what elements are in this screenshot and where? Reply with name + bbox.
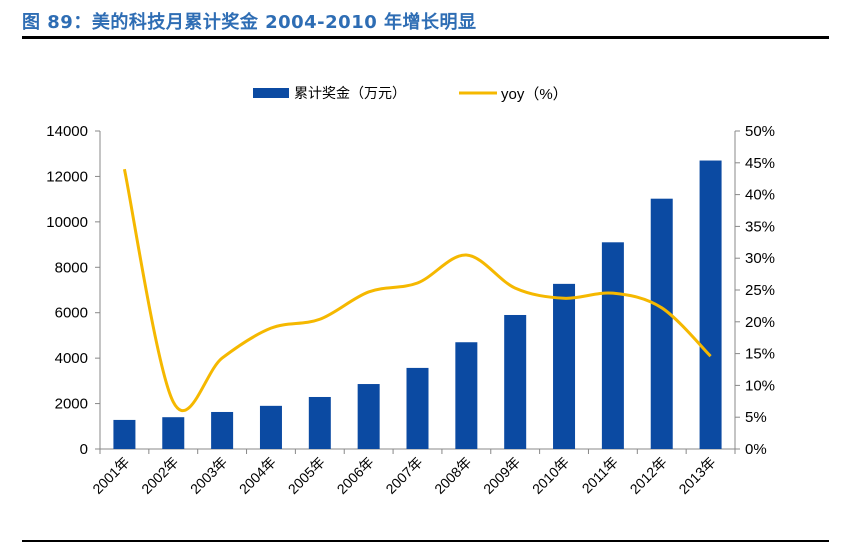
x-tick-label: 2011年 xyxy=(579,454,622,497)
figure-title: 图 89：美的科技月累计奖金 2004-2010 年增长明显 xyxy=(22,12,477,33)
bar-2006年 xyxy=(357,384,380,449)
yoy-line xyxy=(122,168,712,413)
right-tick-label: 20% xyxy=(745,314,775,331)
x-tick-label: 2001年 xyxy=(89,454,132,497)
x-tick-label: 2013年 xyxy=(675,454,718,497)
left-tick-label: 6000 xyxy=(55,305,88,322)
x-tick-label: 2004年 xyxy=(236,454,279,497)
right-tick-label: 25% xyxy=(745,282,775,299)
x-tick-label: 2008年 xyxy=(431,454,474,497)
bottom-rule xyxy=(22,540,829,542)
bar-2008年 xyxy=(455,342,478,449)
bar-2001年 xyxy=(113,419,136,449)
bar-2010年 xyxy=(553,283,576,449)
left-tick-label: 10000 xyxy=(46,214,88,231)
bar-2002年 xyxy=(162,417,185,449)
right-tick-label: 15% xyxy=(745,346,775,363)
right-tick-label: 10% xyxy=(745,377,775,394)
left-tick-label: 12000 xyxy=(46,168,88,185)
legend-bar-swatch xyxy=(253,88,289,98)
right-tick-label: 0% xyxy=(745,441,767,458)
bar-2003年 xyxy=(211,411,234,449)
x-tick-label: 2010年 xyxy=(529,454,572,497)
bar-2009年 xyxy=(504,314,527,449)
bar-2013年 xyxy=(699,160,722,449)
x-tick-label: 2009年 xyxy=(480,454,523,497)
bar-2004年 xyxy=(259,405,282,449)
bar-2012年 xyxy=(650,198,673,449)
right-tick-label: 45% xyxy=(745,155,775,172)
right-tick-label: 30% xyxy=(745,250,775,267)
right-tick-label: 35% xyxy=(745,218,775,235)
x-tick-label: 2007年 xyxy=(382,454,425,497)
left-tick-label: 8000 xyxy=(55,259,88,276)
right-tick-label: 5% xyxy=(745,409,767,426)
x-tick-label: 2012年 xyxy=(627,454,670,497)
x-tick-label: 2005年 xyxy=(285,454,328,497)
x-tick-label: 2002年 xyxy=(138,454,181,497)
bar-2005年 xyxy=(308,396,331,449)
x-tick-label: 2003年 xyxy=(187,454,230,497)
legend-line-label: yoy（%） xyxy=(501,86,568,103)
bar-2011年 xyxy=(601,242,624,449)
x-tick-label: 2006年 xyxy=(334,454,377,497)
left-tick-label: 4000 xyxy=(55,350,88,367)
bar-2007年 xyxy=(406,367,429,449)
left-tick-label: 0 xyxy=(80,441,88,458)
right-tick-label: 40% xyxy=(745,187,775,204)
left-tick-label: 14000 xyxy=(46,123,88,140)
right-tick-label: 50% xyxy=(745,123,775,140)
top-rule xyxy=(22,36,829,39)
legend-bar-label: 累计奖金（万元） xyxy=(294,85,406,101)
left-tick-label: 2000 xyxy=(55,396,88,413)
